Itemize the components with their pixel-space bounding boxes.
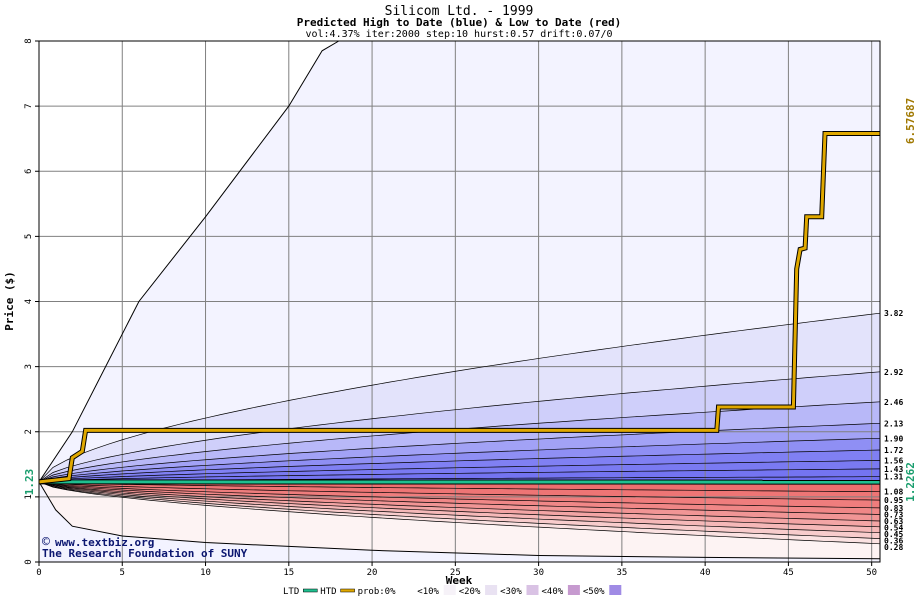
quantile-line-0.28 — [38, 481, 881, 545]
chart-title: Silicom Ltd. - 1999 — [385, 4, 534, 19]
legend-swatch-<30% — [526, 585, 539, 595]
ltd-final-label: 1.2262 — [904, 462, 917, 502]
quantile-line-0.73 — [38, 481, 881, 515]
x-tick-label-25: 25 — [450, 568, 461, 578]
quantile-label-1.90: 1.90 — [884, 434, 903, 443]
quantile-label-2.46: 2.46 — [884, 398, 903, 407]
quantile-label-0.95: 0.95 — [884, 496, 903, 505]
credit-website: www.textbiz.org — [55, 536, 154, 549]
quantile-line-1.43 — [38, 468, 881, 483]
y-axis-label: Price ($) — [3, 271, 16, 331]
x-axis-ticks: 0 5 10 15 20 25 30 35 40 45 50 — [36, 562, 877, 578]
quantile-label-2.13: 2.13 — [884, 419, 903, 428]
quantile-label-1.56: 1.56 — [884, 456, 903, 465]
quantile-label-3.82: 3.82 — [884, 309, 903, 318]
quantile-label-0.63: 0.63 — [884, 517, 903, 526]
quantile-label-0.73: 0.73 — [884, 510, 903, 519]
y-tick-label-8: 8 — [24, 38, 34, 43]
legend-swatch-<10% — [443, 585, 456, 595]
legend-label-HTD: HTD — [320, 587, 336, 597]
y-tick-label-2: 2 — [24, 429, 34, 434]
quantile-label-0.28: 0.28 — [884, 543, 903, 552]
upper-envelope-line — [38, 40, 340, 483]
legend-label-LTD: LTD — [283, 587, 299, 597]
y-tick-label-0: 0 — [24, 559, 34, 564]
legend-label-<40%: <40% — [542, 587, 564, 597]
y-tick-label-5: 5 — [24, 234, 34, 239]
y-axis-ticks: 0 1 2 3 4 5 6 7 8 — [24, 38, 39, 565]
htd-line — [38, 132, 880, 484]
x-axis-label: Week — [446, 574, 473, 587]
legend-swatch-<50% — [609, 585, 622, 595]
x-tick-label-40: 40 — [700, 568, 711, 578]
quantile-label-0.83: 0.83 — [884, 504, 903, 513]
start-price-label: 1.23 — [23, 469, 36, 496]
legend-label-prob:0%: prob:0% — [358, 587, 397, 597]
quantile-label-0.45: 0.45 — [884, 530, 903, 539]
quantile-labels: 3.82 2.92 2.46 2.13 1.90 1.721.561.431.31 1.08… — [884, 309, 903, 552]
quantile-label-2.92: 2.92 — [884, 368, 903, 377]
quantile-label-1.72: 1.72 — [884, 446, 903, 455]
x-tick-label-5: 5 — [120, 568, 125, 578]
legend-line-LTD — [303, 588, 318, 593]
credit-foundation: The Research Foundation of SUNY — [42, 547, 248, 560]
x-tick-label-45: 45 — [783, 568, 794, 578]
quantile-line-3.82 — [38, 312, 881, 483]
quantile-label-1.31: 1.31 — [884, 473, 903, 482]
x-tick-label-15: 15 — [283, 568, 294, 578]
legend: LTD HTD prob:0% <10% <20% <30% <40% <50% — [283, 585, 622, 597]
quantile-line-0.36 — [38, 481, 881, 539]
quantile-label-0.36: 0.36 — [884, 536, 903, 545]
x-tick-label-0: 0 — [36, 568, 41, 578]
y-tick-label-1: 1 — [24, 494, 34, 499]
chart-params: vol:4.37% iter:2000 step:10 hurst:0.57 d… — [305, 29, 612, 40]
legend-swatch-prob:0% — [402, 585, 415, 595]
legend-line-HTD — [340, 588, 355, 593]
y-tick-label-4: 4 — [24, 299, 34, 304]
legend-label-<10%: <10% — [417, 587, 439, 597]
quantile-line-1.72 — [38, 449, 881, 483]
quantile-line-0.83 — [38, 481, 881, 509]
x-tick-label-20: 20 — [367, 568, 378, 578]
quantile-line-0.95 — [38, 481, 881, 501]
region-above-envelope — [39, 41, 880, 482]
quantile-line-2.13 — [38, 422, 881, 483]
quantile-line-1.56 — [38, 460, 881, 483]
legend-label-<30%: <30% — [500, 587, 522, 597]
quantile-label-1.08: 1.08 — [884, 488, 903, 497]
legend-label-<50%: <50% — [583, 587, 605, 597]
quantile-label-0.54: 0.54 — [884, 523, 903, 532]
probability-bands — [39, 41, 880, 559]
x-tick-label-30: 30 — [533, 568, 544, 578]
htd-final-label: 6.57687 — [904, 98, 917, 144]
legend-swatch-<20% — [485, 585, 498, 595]
credit-copyright-symbol: © — [42, 535, 50, 550]
y-tick-label-3: 3 — [24, 364, 34, 369]
chart-subtitle: Predicted High to Date (blue) & Low to D… — [297, 16, 622, 29]
x-tick-label-10: 10 — [200, 568, 211, 578]
series-lines — [38, 131, 881, 485]
quantile-label-1.43: 1.43 — [884, 465, 903, 474]
x-tick-label-50: 50 — [866, 568, 877, 578]
legend-label-<20%: <20% — [459, 587, 481, 597]
lower-envelope-line — [38, 481, 881, 560]
x-tick-label-35: 35 — [616, 568, 627, 578]
legend-swatch-<40% — [567, 585, 580, 595]
quantile-line-0.54 — [38, 481, 881, 528]
quantile-line-0.63 — [38, 481, 881, 522]
quantile-line-1.90 — [38, 437, 881, 483]
y-tick-label-7: 7 — [24, 103, 34, 108]
y-tick-label-6: 6 — [24, 169, 34, 174]
quantile-line-1.08 — [38, 481, 881, 493]
quantile-line-2.92 — [38, 371, 881, 483]
quantile-lines — [38, 40, 881, 560]
quantile-line-0.45 — [38, 481, 881, 534]
